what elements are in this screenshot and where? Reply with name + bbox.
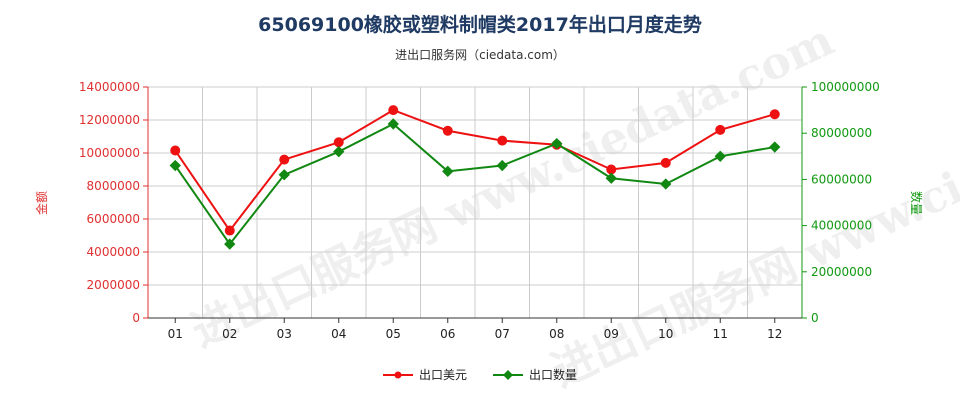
left-tick-label: 12000000 xyxy=(79,113,140,127)
left-axis-title: 金额 xyxy=(34,191,49,215)
right-tick-label: 40000000 xyxy=(811,219,872,233)
data-point-quantity xyxy=(660,178,672,190)
data-point-value xyxy=(388,105,399,116)
left-tick-label: 2000000 xyxy=(87,278,140,292)
data-point-value xyxy=(606,164,617,175)
left-tick-label: 14000000 xyxy=(79,80,140,94)
legend: 出口美元 出口数量 xyxy=(0,366,960,383)
series-line-value xyxy=(174,108,776,233)
right-tick-label: 60000000 xyxy=(811,172,872,186)
data-point-value xyxy=(769,109,780,120)
data-point-quantity xyxy=(769,141,781,153)
x-tick-label: 02 xyxy=(222,327,237,341)
x-tick-label: 12 xyxy=(767,327,782,341)
data-point-value xyxy=(660,157,671,168)
series-line-quantity xyxy=(174,122,775,246)
axes: 0200000040000006000000800000010000000120… xyxy=(34,80,924,341)
data-point-quantity xyxy=(605,172,617,184)
data-point-value xyxy=(279,154,290,165)
data-point-quantity xyxy=(169,159,181,172)
data-point-value xyxy=(333,137,344,148)
line-chart: 0200000040000006000000800000010000000120… xyxy=(34,80,924,341)
left-tick-label: 0 xyxy=(132,311,140,325)
chart-subtitle: 进出口服务网（ciedata.com） xyxy=(395,48,565,62)
data-point-value xyxy=(170,145,181,156)
legend-item-value[interactable]: 出口美元 xyxy=(382,366,467,383)
data-point-value xyxy=(224,225,235,236)
x-tick-label: 04 xyxy=(331,327,346,341)
x-tick-label: 01 xyxy=(168,327,183,341)
legend-value-marker-icon xyxy=(382,371,413,378)
right-axis-title: 数量 xyxy=(909,191,924,215)
x-tick-label: 07 xyxy=(495,327,510,341)
data-point-quantity xyxy=(278,169,290,181)
left-tick-label: 10000000 xyxy=(79,146,140,160)
data-point-quantity xyxy=(714,150,726,162)
right-tick-label: 100000000 xyxy=(811,80,880,94)
chart-title: 65069100橡胶或塑料制帽类2017年出口月度走势 xyxy=(258,14,702,36)
x-tick-label: 05 xyxy=(386,327,401,341)
data-point-quantity xyxy=(442,165,454,177)
right-tick-label: 20000000 xyxy=(811,265,872,279)
data-point-quantity xyxy=(333,146,345,158)
right-tick-label: 0 xyxy=(811,311,819,325)
data-point-quantity xyxy=(551,137,563,150)
data-point-quantity xyxy=(496,159,508,172)
data-point-quantity xyxy=(224,238,236,250)
data-point-value xyxy=(715,124,726,135)
left-tick-label: 4000000 xyxy=(87,245,140,259)
legend-item-quantity[interactable]: 出口数量 xyxy=(493,366,577,383)
x-tick-label: 09 xyxy=(604,327,619,341)
left-tick-label: 6000000 xyxy=(87,212,140,226)
grid-lines xyxy=(147,86,803,319)
x-tick-label: 06 xyxy=(440,327,455,341)
x-tick-label: 11 xyxy=(713,327,728,341)
x-tick-label: 03 xyxy=(277,327,292,341)
x-tick-label: 10 xyxy=(658,327,673,341)
x-tick-label: 08 xyxy=(549,327,564,341)
legend-quantity-label: 出口数量 xyxy=(529,368,578,382)
legend-quantity-marker-icon xyxy=(493,369,523,380)
right-tick-label: 80000000 xyxy=(811,126,872,140)
legend-value-label: 出口美元 xyxy=(418,368,467,382)
left-tick-label: 8000000 xyxy=(87,179,140,193)
data-point-value xyxy=(442,125,453,136)
data-point-value xyxy=(497,135,508,146)
